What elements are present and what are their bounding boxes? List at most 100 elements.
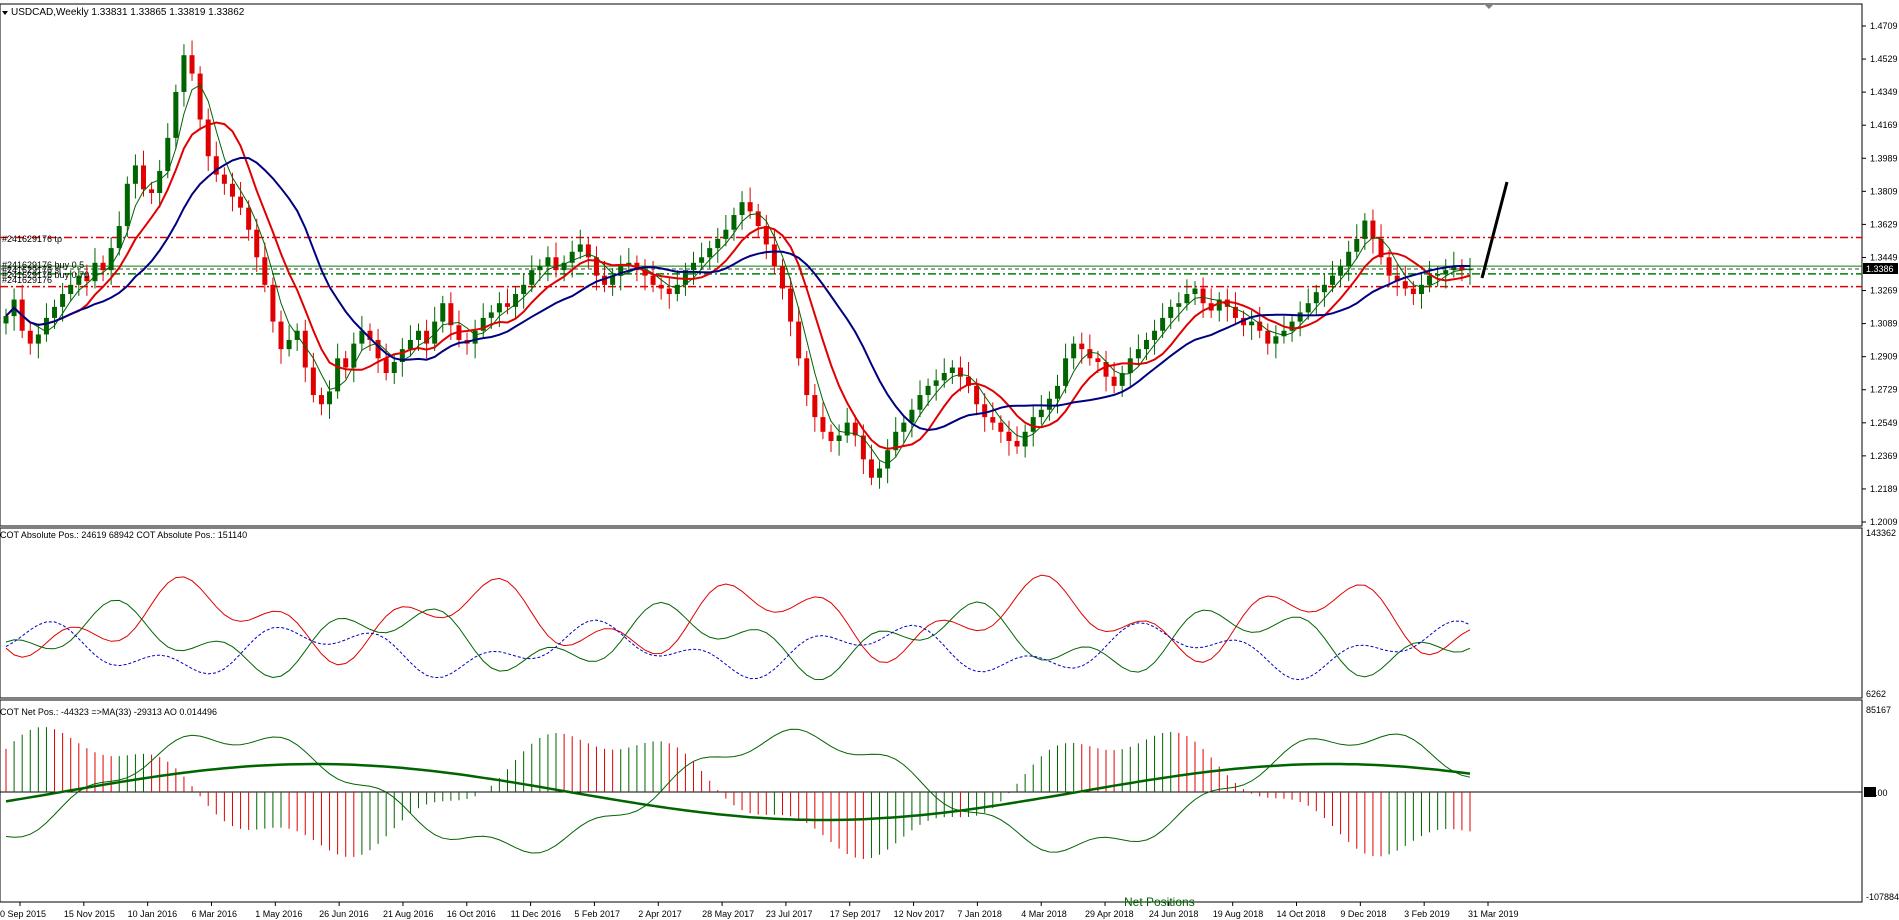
candle-body [779, 266, 785, 289]
cot-net-zero-tick: 0.00 [1870, 788, 1888, 798]
candle-body [359, 330, 365, 344]
time-tick-label: 5 Feb 2017 [574, 909, 620, 919]
candle-body [416, 330, 422, 340]
candle-body [141, 165, 147, 190]
candle-body [68, 284, 74, 295]
candle-body [1143, 339, 1149, 350]
trend-arrow-line[interactable] [1480, 181, 1509, 279]
chart-menu-arrow-icon[interactable] [2, 11, 8, 15]
candle-body [674, 284, 680, 295]
time-tick-label: 1 May 2016 [255, 909, 302, 919]
candle-body [335, 358, 341, 392]
candle-body [391, 361, 397, 374]
moving-average-line [5, 84, 1471, 465]
candle-body [974, 385, 980, 405]
candle-body [124, 183, 130, 227]
candle-body [593, 257, 599, 276]
candle-body [828, 431, 834, 441]
candle-body [254, 229, 260, 258]
time-tick-label: 6 Mar 2016 [191, 909, 237, 919]
candle-body [1451, 266, 1457, 271]
time-tick-label: 3 Feb 2019 [1404, 909, 1450, 919]
candlesticks [3, 40, 1473, 489]
time-tick-label: 16 Oct 2016 [447, 909, 496, 919]
candle-body [1232, 306, 1238, 318]
price-tick-label: 1.3269 [1870, 286, 1898, 296]
price-tick-label: 1.3809 [1870, 186, 1898, 196]
candle-body [1160, 317, 1166, 331]
candle-body [1370, 220, 1376, 239]
candle-body [723, 229, 729, 239]
candle-body [537, 266, 543, 271]
candle-body [27, 330, 33, 344]
current-price-text: 1.3386 [1866, 264, 1894, 274]
price-tick-label: 1.2729 [1870, 385, 1898, 395]
candle-body [844, 422, 850, 436]
candle-body [1241, 317, 1247, 326]
candle-body [650, 275, 656, 285]
candle-body [925, 385, 931, 396]
candle-body [197, 73, 203, 120]
candle-body [1119, 373, 1125, 386]
candle-body [1297, 312, 1303, 322]
candle-body [496, 303, 502, 313]
candle-body [1362, 220, 1368, 239]
candle-body [1087, 349, 1093, 359]
candle-body [1394, 275, 1400, 282]
time-tick-label: 31 Mar 2019 [1468, 909, 1519, 919]
chart-shift-marker-icon[interactable] [1484, 4, 1494, 9]
candle-body [771, 244, 777, 267]
moving-average-line [5, 121, 1471, 450]
candle-body [561, 262, 567, 271]
price-tick-label: 1.2909 [1870, 352, 1898, 362]
cot-total-line [5, 619, 1471, 681]
candle-body [432, 321, 438, 344]
candle-body [860, 435, 866, 460]
price-panel[interactable] [0, 3, 1863, 527]
candle-body [1418, 284, 1424, 295]
candle-body [949, 367, 955, 374]
candle-body [755, 211, 761, 227]
candle-body [796, 321, 802, 359]
candle-body [84, 275, 90, 282]
candle-body [1216, 299, 1222, 311]
price-tick-label: 1.3989 [1870, 153, 1898, 163]
price-tick-label: 1.2369 [1870, 451, 1898, 461]
candle-body [1152, 330, 1158, 340]
candle-body [448, 303, 454, 326]
candle-body [1184, 294, 1190, 304]
time-tick-label: 21 Aug 2016 [383, 909, 434, 919]
candle-body [1038, 409, 1044, 418]
candle-body [731, 215, 737, 230]
candle-body [351, 343, 357, 368]
candle-body [157, 170, 163, 193]
candle-body [1427, 275, 1433, 285]
candle-body [1200, 288, 1206, 304]
candle-body [707, 248, 713, 258]
candle-body [52, 306, 58, 318]
candle-body [982, 404, 988, 418]
cot-absolute-panel[interactable] [0, 527, 1863, 699]
candle-body [836, 435, 842, 441]
time-tick-label: 23 Jul 2017 [766, 909, 813, 919]
cot-net-min-tick: -107884 [1866, 892, 1899, 902]
candle-body [1410, 288, 1416, 295]
time-tick-label: 2 Apr 2017 [638, 909, 682, 919]
candle-body [504, 303, 510, 307]
cot-net-histogram [5, 727, 1471, 859]
buy-order-label-2: #241629176 buy 0.70 [2, 270, 89, 280]
candle-body [424, 330, 430, 344]
candle-body [1338, 266, 1344, 276]
candle-body [1378, 238, 1384, 258]
candle-body [221, 174, 227, 184]
candle-body [1402, 281, 1408, 289]
trade-level-lines[interactable] [0, 236, 1862, 288]
price-tick-label: 1.2189 [1870, 484, 1898, 494]
candle-body [1281, 330, 1287, 337]
candle-body [76, 275, 82, 285]
price-tick-label: 1.4529 [1870, 54, 1898, 64]
candle-body [1329, 275, 1335, 285]
cot-net-panel[interactable] [0, 699, 1863, 903]
time-tick-label: 10 Jan 2016 [128, 909, 178, 919]
